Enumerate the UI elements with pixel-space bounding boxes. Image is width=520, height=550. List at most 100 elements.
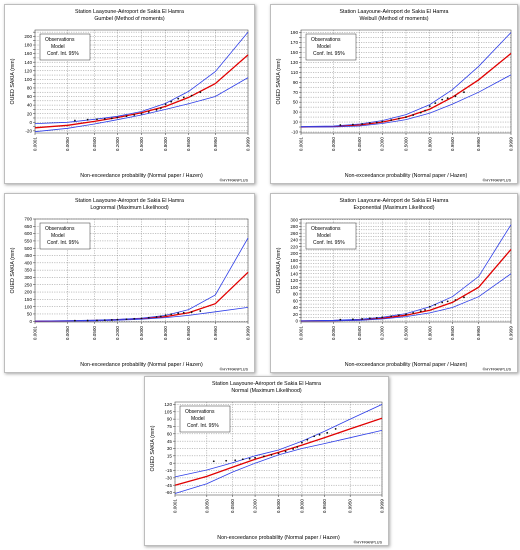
x-tick-label: 0.0001: [299, 326, 304, 340]
observation-point: [351, 318, 354, 321]
y-tick-label: 500: [24, 246, 32, 251]
observation-point: [103, 117, 106, 120]
y-tick-label: 220: [290, 244, 298, 249]
legend-entry: Conf. Int. 95%: [313, 51, 345, 57]
y-tick-label: 110: [291, 70, 299, 75]
y-tick-label: 450: [24, 253, 32, 258]
observation-point: [159, 315, 162, 318]
y-tick-label: 75: [167, 424, 173, 429]
y-tick-label: 180: [290, 258, 298, 263]
observation-point: [110, 117, 113, 120]
x-tick-label: 0.9950: [213, 137, 218, 151]
model-line: [174, 417, 383, 486]
y-tick-label: 100: [24, 77, 32, 82]
chart-title: Station Laayoune-Aéroport de Sakia El Ha…: [75, 9, 184, 15]
observation-point: [412, 311, 415, 314]
legend-entry: Conf. Int. 95%: [187, 423, 219, 429]
y-tick-label: 170: [290, 40, 298, 45]
chart-subtitle: Lognormal (Maximum Likelihood): [90, 205, 169, 211]
y-tick-label: 60: [293, 298, 299, 303]
y-tick-label: 120: [24, 68, 32, 73]
chart-title: Station Laayoune-Aéroport de Sakia El Ha…: [75, 198, 184, 204]
observation-point: [147, 316, 150, 319]
observation-point: [428, 305, 431, 308]
observation-point: [412, 114, 415, 116]
x-axis-label: Non-exceedance probability (Normal paper…: [80, 173, 203, 179]
observation-point: [73, 119, 76, 122]
y-tick-label: 700: [24, 217, 32, 222]
x-tick-label: 0.9500: [186, 326, 191, 340]
observation-point: [86, 118, 89, 121]
observation-point: [368, 317, 371, 320]
y-tick-label: -20: [25, 128, 32, 133]
conf-int-line: [174, 430, 383, 494]
observation-point: [170, 313, 173, 316]
y-tick-label: -15: [165, 468, 172, 473]
y-tick-label: 20: [293, 312, 299, 317]
observation-point: [164, 103, 167, 106]
chart-svg-lognormal: Station Laayoune-Aéroport de Sakia El Ha…: [10, 198, 251, 372]
x-tick-label: 0.8000: [299, 499, 304, 513]
legend-box: [39, 33, 91, 61]
x-tick-label: 0.2000: [253, 499, 258, 513]
x-tick-label: 0.2000: [380, 326, 385, 340]
x-tick-label: 0.2000: [380, 137, 385, 151]
observation-point: [155, 108, 158, 111]
observation-point: [381, 120, 384, 123]
observation-point: [170, 100, 173, 103]
observation-point: [225, 459, 228, 462]
observation-point: [133, 317, 136, 320]
legend-box: [305, 222, 357, 250]
y-tick-label: 100: [24, 304, 32, 309]
observation-point: [86, 319, 89, 322]
x-axis-label: Non-exceedance probability (Normal paper…: [217, 535, 340, 541]
observation-point: [424, 109, 426, 112]
observation-point: [133, 114, 136, 116]
x-axis-label: Non-exceedance probability (Normal paper…: [80, 362, 203, 368]
x-tick-label: 0.9999: [246, 137, 251, 151]
x-axis-label: Non-exceedance probability (Normal paper…: [345, 173, 468, 179]
x-tick-label: 0.0050: [204, 499, 209, 513]
y-axis-label: OUED SAKIA (mm): [10, 247, 16, 293]
observation-point: [96, 319, 98, 322]
legend-entry: Observations: [311, 226, 341, 232]
y-tick-label: 200: [290, 251, 298, 256]
observation-point: [116, 318, 119, 321]
x-tick-label: 0.0050: [65, 137, 70, 151]
observation-point: [351, 123, 354, 126]
observation-point: [254, 456, 256, 459]
y-tick-label: 45: [167, 439, 173, 444]
chart-title: Station Laayoune-Aéroport de Sakia El Ha…: [212, 381, 321, 387]
observation-point: [424, 308, 426, 311]
observation-point: [446, 300, 449, 303]
conf-int-line: [34, 31, 249, 124]
y-tick-label: 50: [293, 100, 299, 105]
observation-point: [397, 117, 400, 120]
observation-point: [463, 296, 465, 299]
observation-point: [234, 459, 237, 462]
y-tick-label: 550: [24, 239, 32, 244]
chart-subtitle: Gumbel (Method of moments): [94, 16, 165, 22]
chart-subtitle: Normal (Maximum Likelihood): [231, 388, 302, 394]
y-tick-label: 650: [24, 224, 32, 229]
observation-point: [375, 317, 378, 319]
y-tick-label: 80: [27, 86, 33, 91]
observation-point: [241, 458, 244, 461]
observation-point: [270, 453, 273, 456]
observation-point: [390, 119, 393, 121]
observation-point: [248, 457, 251, 460]
y-tick-label: 100: [290, 285, 298, 290]
observation-point: [318, 433, 321, 436]
y-tick-label: 60: [167, 431, 173, 436]
conf-int-line: [34, 77, 249, 133]
observation-point: [301, 441, 303, 444]
observation-point: [190, 94, 193, 97]
y-tick-label: 50: [27, 312, 33, 317]
x-tick-label: 0.8000: [163, 326, 168, 340]
legend-entry: Observations: [185, 409, 215, 415]
observation-point: [441, 301, 444, 304]
observation-point: [441, 98, 444, 101]
observation-point: [454, 299, 457, 301]
chart-svg-gumbel: Station Laayoune-Aéroport de Sakia El Ha…: [10, 9, 251, 183]
observation-point: [381, 316, 384, 319]
